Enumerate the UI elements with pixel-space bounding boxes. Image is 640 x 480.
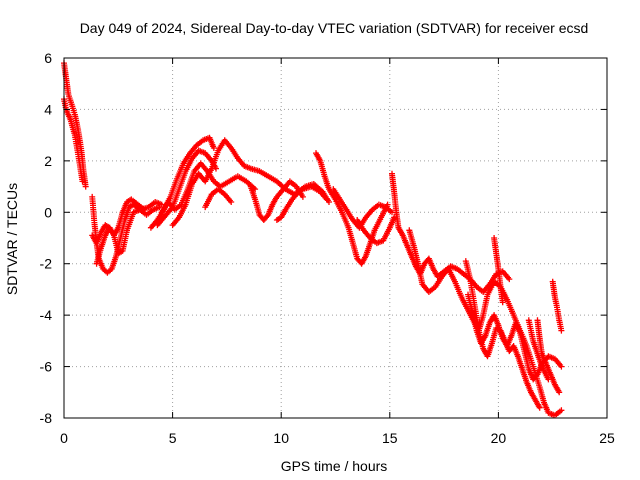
y-tick-label: 0 xyxy=(44,204,52,220)
y-tick-label: -2 xyxy=(40,256,53,272)
data-point-track xyxy=(491,235,506,306)
gridlines xyxy=(64,58,607,418)
y-tick-label: -4 xyxy=(40,307,53,323)
x-tick-label: 10 xyxy=(273,430,289,446)
data-point-track xyxy=(273,181,332,223)
y-tick-label: -8 xyxy=(40,410,53,426)
x-tick-label: 0 xyxy=(60,430,68,446)
y-tick-label: -6 xyxy=(40,359,53,375)
data-point-track xyxy=(93,199,165,267)
x-axis-label: GPS time / hours xyxy=(281,458,388,474)
y-tick-label: 2 xyxy=(44,153,52,169)
data-point-track xyxy=(525,317,552,383)
data-point-track xyxy=(202,186,235,211)
x-tick-label: 20 xyxy=(491,430,507,446)
data-point-track xyxy=(313,150,391,267)
plot-frame xyxy=(63,57,608,419)
data-point-track xyxy=(247,178,306,223)
y-tick-label: 6 xyxy=(44,50,52,66)
data-point-track xyxy=(354,214,398,247)
x-tick-label: 15 xyxy=(382,430,398,446)
chart-title: Day 049 of 2024, Sidereal Day-to-day VTE… xyxy=(80,20,589,36)
y-axis-label: SDTVAR / TECUs xyxy=(4,183,20,295)
data-point-track xyxy=(549,278,565,334)
data-points xyxy=(61,60,565,419)
y-tick-label: 4 xyxy=(44,101,52,117)
data-point-track xyxy=(330,186,395,231)
data-point-track xyxy=(534,317,563,396)
x-tick-label: 5 xyxy=(169,430,177,446)
axis-ticks: 0 5 10 15 20 25 -8 -6 -4 -2 0 2 4 6 xyxy=(40,50,615,446)
data-point-track xyxy=(158,160,259,216)
series-sdtvar xyxy=(61,60,565,419)
x-tick-label: 25 xyxy=(599,430,615,446)
